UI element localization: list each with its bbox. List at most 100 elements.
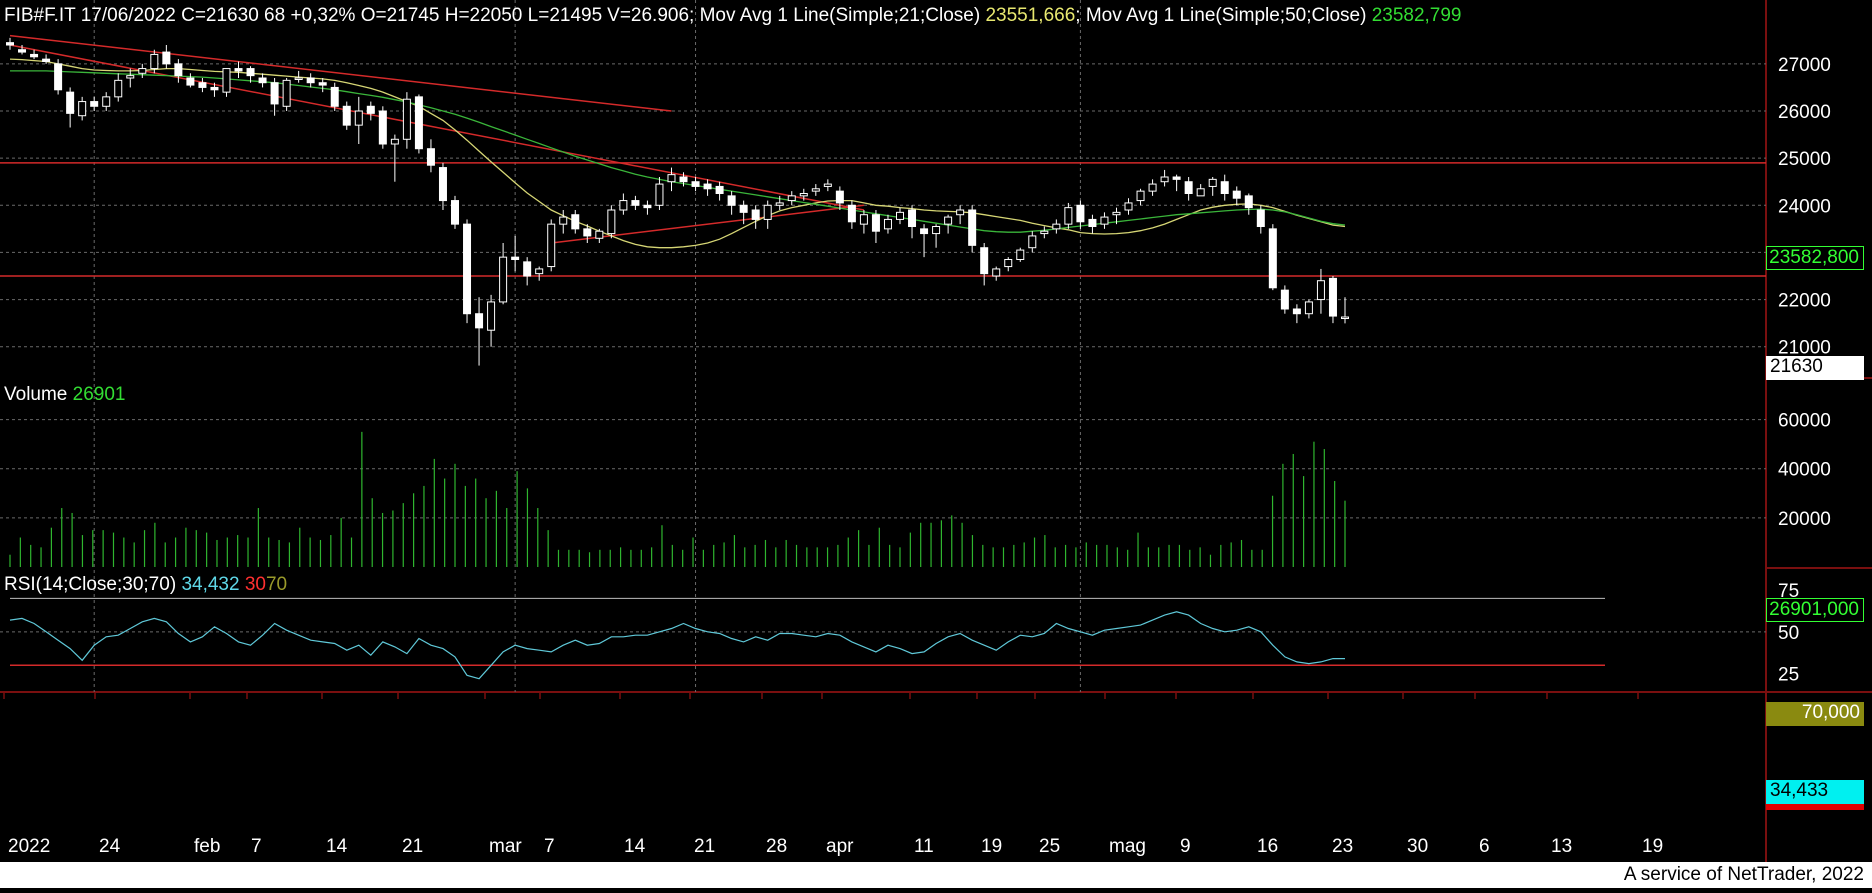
candle-body [1316,280,1325,301]
rsi-line [9,611,1345,680]
candle-body [1088,218,1097,228]
rsi-panel-label: RSI(14;Close;30;70) [4,574,177,595]
x-tick-label: 16 [1257,836,1278,857]
candle-body [90,101,99,107]
candle-body [1268,228,1277,289]
candle-body [162,51,171,65]
candle-body [1292,308,1301,315]
rsi-upper-level: 70 [265,574,288,595]
candle-body [619,200,628,211]
candle-body [1232,190,1241,199]
rsi-value-badge: 34,433 [1766,780,1864,804]
candle-body [595,230,604,239]
candle-body [1280,289,1289,310]
candle-body [402,98,411,140]
candle-body [1148,183,1157,192]
volume-tick-label: 20000 [1778,509,1831,530]
candle-body [956,209,965,216]
rsi-tick-label: 50 [1778,623,1799,644]
ma21-line [9,58,1346,249]
candle-body [643,204,652,209]
candle-body [198,82,207,88]
candle-body [102,96,111,107]
candle-body [6,42,14,46]
candle-body [66,91,75,114]
symbol-label: FIB#F.IT [4,5,76,26]
candle-body [1256,209,1265,227]
candle-body [920,228,929,235]
candle-body [438,167,447,202]
x-tick-label: 7 [251,836,262,857]
candle-body [1124,202,1133,211]
candle-body [703,183,712,190]
price-tick-label: 22000 [1778,291,1831,312]
candle-body [763,204,772,220]
change-label: 68 +0,32% [264,5,356,26]
candle-body [354,110,363,126]
trendline [551,204,865,244]
candle-body [679,176,688,183]
footer-bar: A service of NetTrader, 2022 [0,862,1872,888]
volume-badge: 26901,000 [1766,598,1864,622]
candle-body [932,226,941,235]
volume-label: V=26.906 [607,5,690,26]
x-tick-label: mag [1109,836,1146,857]
candle-body [1028,235,1037,249]
candle-body [787,195,796,202]
candle-body [583,228,592,237]
high-label: H=22050 [444,5,523,26]
candle-body [342,105,351,126]
candle-body [378,110,387,145]
x-tick-label: 21 [694,836,715,857]
candle-body [511,256,520,260]
candle-body [1341,316,1349,320]
candle-body [426,148,435,166]
candle-body [896,211,904,220]
x-tick-label: 9 [1180,836,1191,857]
x-tick-label: 30 [1407,836,1428,857]
candle-body [54,63,63,91]
x-tick-label: 7 [544,836,555,857]
candle-body [451,200,459,225]
candle-body [859,214,868,225]
candle-body [739,204,748,213]
price-tick-label: 21000 [1778,338,1831,359]
x-tick-label: 14 [326,836,348,857]
candle-body [715,185,724,195]
candle-body [138,68,147,74]
candle-body [535,268,544,275]
candle-body [727,195,736,206]
date-label: 17/06/2022 [80,5,176,26]
x-tick-label: 25 [1039,836,1060,857]
candle-body [1196,188,1205,197]
x-tick-label: 21 [402,836,423,857]
candle-body [547,223,556,268]
ma50-value: 23582,799 [1371,5,1462,26]
rsi-panel-value: 34,432 [181,574,240,595]
rsi-tick-label: 25 [1778,665,1799,686]
candle-body [390,138,399,145]
candle-body [799,193,808,197]
price-tick-label: 25000 [1778,149,1831,170]
candle-body [523,261,532,277]
candle-body [487,301,496,331]
candle-body [306,77,315,84]
candle-body [751,209,760,220]
candle-body [270,82,279,105]
chart-header: FIB#F.IT 17/06/2022 C=21630 68 +0,32% O=… [4,5,1462,27]
candle-body [667,174,676,183]
volume-panel-value: 26901 [72,384,126,405]
candle-body [847,204,856,223]
candle-body [980,247,989,275]
candle-body [1220,181,1229,194]
candle-body [1184,181,1193,194]
candle-body [1076,204,1085,223]
volume-panel-label: Volume [4,384,68,405]
candle-body [30,53,39,58]
rsi-lower-level: 30 [244,574,266,595]
candle-body [883,218,892,230]
x-tick-label: feb [194,836,220,857]
candle-body [908,209,917,227]
